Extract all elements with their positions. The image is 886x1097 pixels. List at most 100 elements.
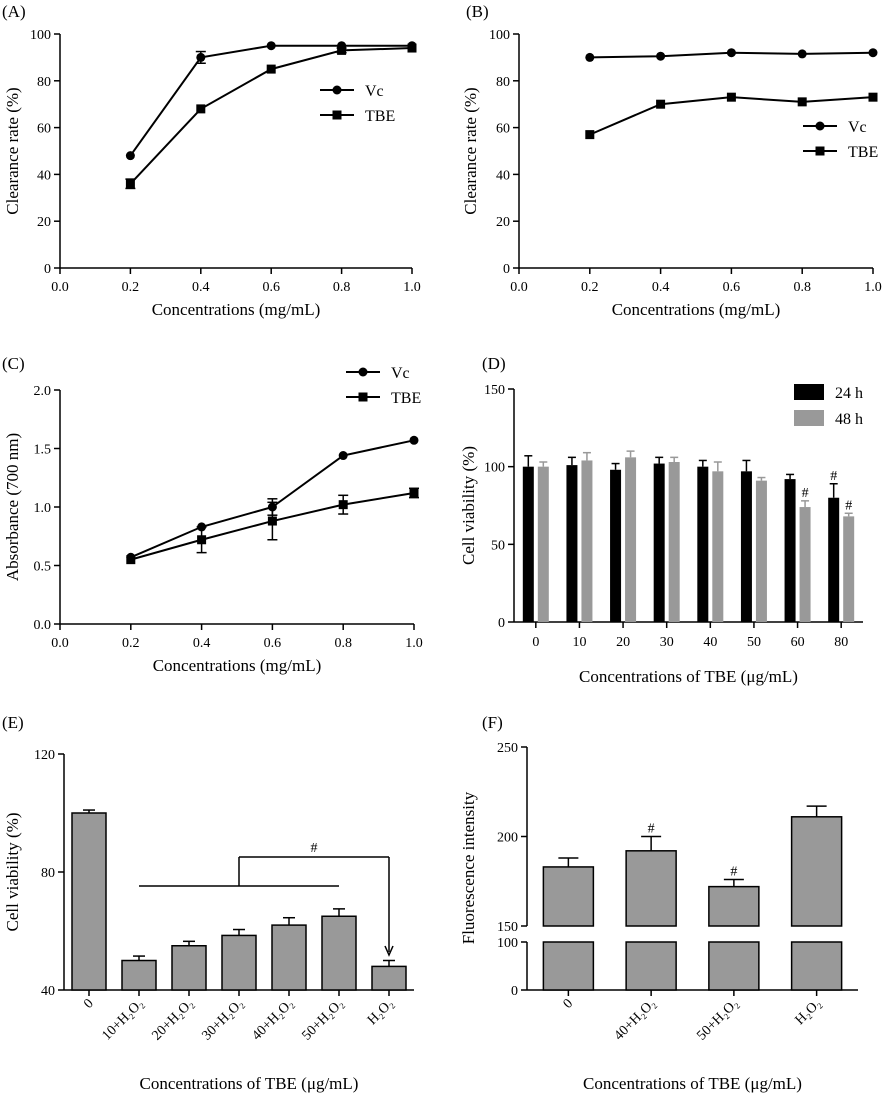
bar-upper-segment (625, 850, 677, 927)
bar (271, 924, 307, 991)
y-tick-label: 100 (489, 28, 510, 43)
panel-label: (F) (482, 713, 503, 732)
bar-upper-segment (542, 866, 595, 927)
bar (371, 965, 407, 991)
x-tick-label: 50+H₂O₂ (300, 996, 347, 1043)
y-tick-label: 1.0 (34, 501, 52, 516)
x-axis-title: Concentrations of TBE (μg/mL) (583, 1074, 802, 1093)
data-point-tbe (337, 45, 347, 55)
data-point-tbe (407, 43, 417, 53)
legend-label: Vc (848, 119, 867, 136)
y-tick-label: 80 (41, 866, 55, 881)
series-line-tbe (589, 96, 874, 136)
x-tick-label: 0.4 (192, 280, 210, 295)
data-point-vc (585, 52, 595, 62)
y-tick-label: 60 (37, 122, 51, 137)
data-point-tbe (585, 130, 595, 140)
data-point-tbe (266, 64, 276, 74)
significance-mark: # (648, 822, 655, 837)
x-tick-label: 0.8 (333, 280, 351, 295)
y-tick-label: 0.0 (34, 618, 52, 633)
panel-b: (B) 0 20 40 60 80 100 0.0 0.2 0.4 0.6 0.8 1.0 Concent… (461, 2, 882, 319)
y-tick-label: 50 (491, 538, 505, 553)
x-tick-label: 0.6 (262, 280, 280, 295)
x-tick-label: H₂O₂ (793, 996, 825, 1028)
data-point-vc (656, 51, 666, 61)
legend-label: TBE (391, 390, 421, 407)
bar-lower-segment (625, 941, 677, 991)
data-point-vc (125, 151, 135, 161)
y-axis-title: Cell viability (%) (3, 813, 22, 932)
significance-mark: # (845, 498, 852, 513)
x-tick-label: H₂O₂ (365, 996, 397, 1028)
legend-label: TBE (365, 108, 395, 125)
x-axis-title: Concentrations of TBE (μg/mL) (579, 667, 798, 686)
y-tick-label: 0 (511, 984, 518, 999)
bar-48h (581, 460, 593, 622)
y-axis-title: Fluorescence intensity (459, 791, 478, 944)
legend-label: 48 h (835, 411, 863, 428)
significance-mark: # (830, 469, 837, 484)
data-point-vc (338, 451, 348, 461)
panel-label: (B) (466, 2, 489, 21)
x-tick-label: 0.0 (510, 280, 528, 295)
x-tick-label: 30 (660, 635, 674, 650)
data-point-tbe (267, 516, 277, 526)
y-axis-title: Cell viability (%) (459, 446, 478, 565)
bar-upper-segment (790, 816, 843, 927)
y-tick-label: 100 (30, 28, 51, 43)
y-tick-label: 100 (484, 461, 505, 476)
bar-24h (653, 463, 665, 622)
panel-c: (C) 0.0 0.5 1.0 1.5 2.0 0.0 0.2 0.4 0.6 0.8 1.0 Conc… (2, 354, 423, 675)
bar (171, 945, 207, 991)
y-tick-label: 2.0 (34, 384, 52, 399)
x-tick-label: 40 (703, 635, 717, 650)
x-tick-label: 0.6 (264, 636, 282, 651)
y-tick-label: 250 (497, 741, 518, 756)
y-tick-label: 40 (37, 168, 51, 183)
bar (121, 959, 157, 991)
y-tick-label: 20 (37, 215, 51, 230)
bar-lower-segment (708, 941, 760, 991)
y-axis-title: Clearance rate (%) (3, 87, 22, 214)
legend-swatch (794, 384, 824, 400)
x-tick-label: 0 (81, 996, 97, 1012)
panel-label: (C) (2, 354, 25, 373)
x-tick-label: 0.6 (723, 280, 741, 295)
x-tick-label: 40+H₂O₂ (250, 996, 297, 1043)
x-tick-label: 20 (616, 635, 630, 650)
x-tick-label: 0.4 (193, 636, 211, 651)
data-point-tbe (409, 488, 419, 498)
data-point-tbe (125, 179, 135, 189)
data-point-tbe (797, 97, 807, 107)
y-tick-label: 60 (496, 122, 510, 137)
bar-24h (610, 469, 622, 622)
y-tick-label: 40 (41, 984, 55, 999)
data-point-tbe (196, 104, 206, 114)
y-tick-label: 100 (497, 936, 518, 951)
legend-swatch (794, 410, 824, 426)
data-point-vc (409, 435, 419, 445)
bar-24h (784, 479, 796, 622)
legend-marker-square (815, 146, 825, 156)
panel-label: (A) (2, 2, 26, 21)
y-axis-title: Clearance rate (%) (461, 87, 480, 214)
y-tick-label: 1.5 (34, 443, 52, 458)
significance-mark: # (730, 864, 737, 879)
bar (221, 934, 257, 991)
bar-48h (799, 507, 811, 622)
x-tick-label: 0.0 (51, 280, 69, 295)
legend-marker-circle (815, 121, 825, 131)
significance-mark: # (311, 841, 318, 856)
significance-mark: # (802, 486, 809, 501)
panel-label: (E) (2, 713, 24, 732)
x-tick-label: 10+H₂O₂ (100, 996, 147, 1043)
x-tick-label: 80 (834, 635, 848, 650)
y-tick-label: 120 (34, 748, 55, 763)
bar-48h (668, 462, 680, 622)
y-tick-label: 150 (497, 920, 518, 935)
legend-marker-square (358, 392, 368, 402)
bar-48h (755, 480, 767, 622)
x-tick-label: 0.4 (652, 280, 670, 295)
